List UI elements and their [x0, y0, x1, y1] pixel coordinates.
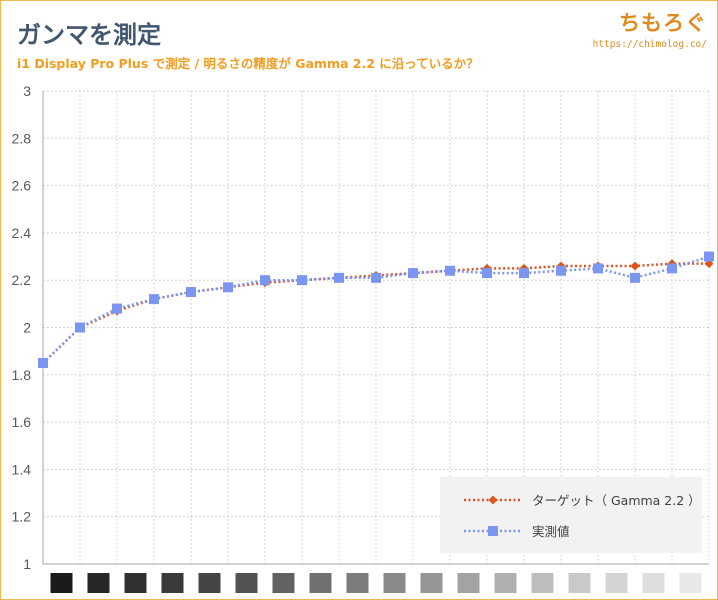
chart-title: ガンマを測定	[17, 21, 161, 49]
gray-swatch	[383, 573, 406, 593]
legend: ターゲット（ Gamma 2.2 ） 実測値	[440, 477, 702, 553]
gray-swatch	[494, 573, 517, 593]
y-tick-label: 2.6	[12, 178, 32, 194]
chart-subtitle: i1 Display Pro Plus で測定 / 明るさの精度が Gamma …	[17, 56, 479, 71]
legend-marker-diamond	[488, 495, 498, 505]
gray-swatch	[50, 573, 73, 593]
brand-name: ちもろぐ	[619, 11, 707, 35]
y-tick-label: 3	[23, 83, 31, 99]
series	[38, 251, 714, 368]
y-tick-label: 2.4	[12, 225, 32, 241]
gray-swatch	[642, 573, 665, 593]
measured-point	[482, 268, 492, 279]
legend-label: ターゲット（ Gamma 2.2 ）	[532, 493, 701, 508]
measured-point	[260, 275, 270, 286]
measured-point	[112, 303, 122, 314]
gray-swatch	[272, 573, 295, 593]
gray-swatch	[568, 573, 591, 593]
y-tick-label: 1.8	[12, 367, 32, 383]
measured-point	[334, 272, 344, 283]
axes	[42, 91, 709, 565]
gray-swatch	[605, 573, 628, 593]
measured-point	[408, 268, 418, 279]
measured-point	[630, 272, 640, 283]
gray-swatch	[420, 573, 443, 593]
brand-logo: ちもろぐ https://chimolog.co/	[593, 7, 707, 50]
gray-swatch	[457, 573, 480, 593]
measured-point	[445, 265, 455, 276]
gray-swatch	[87, 573, 110, 593]
legend-marker-square	[488, 526, 498, 536]
measured-point	[223, 282, 233, 293]
y-tick-label: 2.2	[12, 272, 32, 288]
y-tick-label: 2.8	[12, 130, 32, 146]
measured-point	[149, 294, 159, 305]
y-tick-label: 1.2	[12, 509, 32, 525]
gray-swatch	[679, 573, 702, 593]
measured-point	[186, 287, 196, 298]
measured-point	[75, 322, 85, 333]
measured-point	[519, 268, 529, 279]
measured-point	[297, 275, 307, 286]
gray-swatch	[235, 573, 258, 593]
gray-swatch	[346, 573, 369, 593]
gray-swatch	[309, 573, 332, 593]
measured-point	[704, 251, 714, 262]
gray-swatch	[198, 573, 221, 593]
y-tick-label: 1.6	[12, 414, 32, 430]
y-tick-labels: 1 1.2 1.4 1.6 1.8 2 2.2 2.4 2.6 2.8 3	[12, 83, 32, 572]
measured-point	[667, 263, 677, 274]
measured-point	[371, 272, 381, 283]
x-axis-gray-swatches	[50, 573, 702, 593]
legend-label: 実測値	[532, 524, 570, 539]
legend-box	[440, 477, 702, 553]
gray-swatch	[124, 573, 147, 593]
y-tick-label: 1	[23, 556, 31, 572]
measured-point	[593, 263, 603, 274]
y-tick-label: 1.4	[12, 461, 32, 477]
gray-swatch	[531, 573, 554, 593]
brand-url: https://chimolog.co/	[592, 39, 707, 50]
gray-swatch	[161, 573, 184, 593]
measured-point	[38, 357, 48, 368]
target-point	[630, 261, 640, 271]
measured-point	[556, 265, 566, 276]
y-tick-label: 2	[23, 320, 31, 336]
